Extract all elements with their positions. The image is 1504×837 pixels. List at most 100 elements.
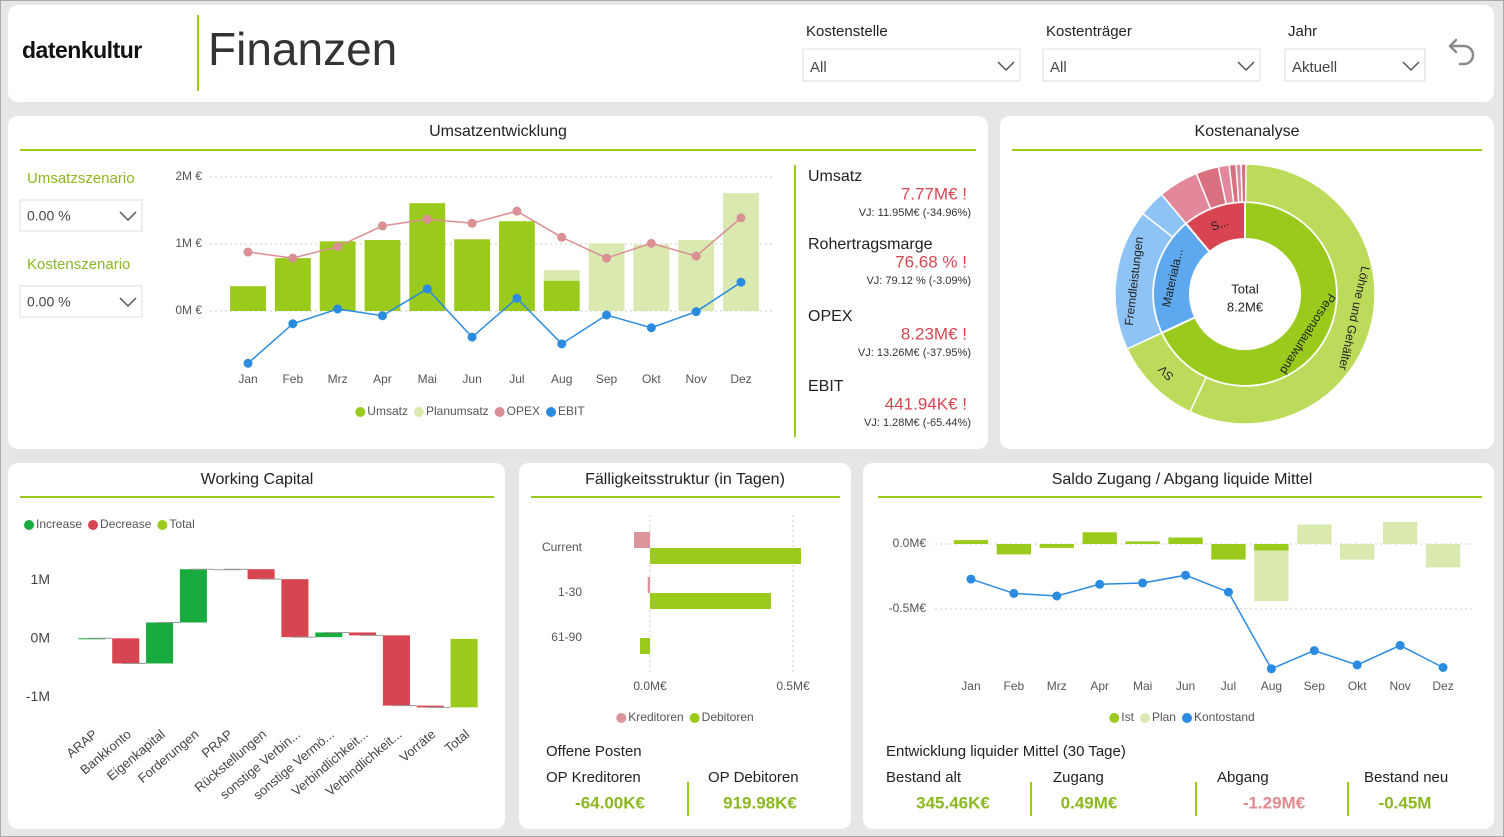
kpi-previous: VJ: 13.26M€ (-37.95%) xyxy=(858,347,971,359)
bar xyxy=(996,544,1032,555)
kpi-label: Rohertragsmarge xyxy=(808,236,933,253)
bar xyxy=(1340,544,1375,560)
point xyxy=(602,310,612,320)
filter-dropdown[interactable] xyxy=(1284,48,1426,82)
item-label: Zugang xyxy=(1053,769,1104,786)
bar xyxy=(315,632,343,638)
scenario-value: 0.00 % xyxy=(27,208,71,224)
bar xyxy=(543,280,580,311)
kpi-previous: VJ: 11.95M€ (-34.96%) xyxy=(859,207,971,219)
item-label: OP Kreditoren xyxy=(546,769,641,786)
point xyxy=(288,253,298,263)
legend-marker xyxy=(88,520,99,530)
scenario-value: 0.00 % xyxy=(27,294,71,310)
legend-marker xyxy=(494,407,505,417)
chevron xyxy=(1402,61,1420,72)
filter-label: Kostenträger xyxy=(1046,23,1132,40)
point xyxy=(1438,663,1448,672)
item-value: 345.46K€ xyxy=(916,793,990,812)
legend-marker xyxy=(546,407,557,417)
item-value: 919.98K€ xyxy=(723,793,797,812)
bar xyxy=(450,638,478,708)
x-tick-label: Nov xyxy=(1389,679,1410,693)
legend-label: Umsatz xyxy=(367,404,408,418)
y-tick-label: 1M xyxy=(31,571,50,587)
bar xyxy=(1168,537,1203,544)
legend-marker xyxy=(355,407,366,417)
x-tick-label: Sep xyxy=(596,372,618,386)
line xyxy=(247,281,742,364)
y-tick-label: 0M € xyxy=(175,303,202,317)
legend-marker xyxy=(616,713,627,723)
kpi-value: 76.68 % ! xyxy=(895,252,967,271)
x-tick-label: Dez xyxy=(730,372,751,386)
line xyxy=(970,574,1444,670)
legend-marker xyxy=(1109,713,1120,723)
point xyxy=(1223,587,1233,597)
bar xyxy=(1211,544,1246,560)
panel xyxy=(1000,116,1494,449)
chevron xyxy=(1237,61,1255,72)
kpi-label: OPEX xyxy=(808,308,853,325)
bar xyxy=(678,239,715,311)
page-title: Finanzen xyxy=(208,23,397,75)
x-tick-label: Okt xyxy=(642,372,661,386)
kpi-previous: VJ: 79.12 % (-3.09%) xyxy=(866,275,971,287)
filter-dropdown[interactable] xyxy=(1042,48,1261,82)
point xyxy=(646,238,656,248)
undo-button[interactable] xyxy=(1448,38,1475,66)
filter-value: Aktuell xyxy=(1292,59,1337,76)
bar xyxy=(319,241,356,311)
y-tick-label: 1M € xyxy=(175,236,202,250)
item-value: -64.00K€ xyxy=(575,793,645,812)
y-tick-label: -0.5M€ xyxy=(889,601,927,615)
point xyxy=(422,214,432,224)
x-tick-label: Jul xyxy=(1221,679,1236,693)
legend: Increase Decrease Total xyxy=(24,517,195,531)
legend: Umsatz Planumsatz OPEX EBIT xyxy=(355,404,585,418)
item-value: -1.29M€ xyxy=(1243,793,1306,812)
x-tick-label: 0.5M€ xyxy=(776,679,810,693)
scenario-dropdown[interactable] xyxy=(19,285,143,318)
legend-label: Planumsatz xyxy=(426,404,489,418)
chart-title: Kostenanalyse xyxy=(1195,123,1300,140)
x-tick-label: Apr xyxy=(1090,679,1109,693)
bar xyxy=(281,579,309,638)
bar xyxy=(650,548,802,564)
x-tick-label: Nov xyxy=(686,372,707,386)
bar xyxy=(953,540,989,544)
point xyxy=(512,293,522,303)
bar xyxy=(650,593,771,609)
bar xyxy=(1082,532,1117,544)
bar xyxy=(416,705,444,708)
center-label: Total xyxy=(1231,281,1259,296)
filter-label: Jahr xyxy=(1288,23,1317,40)
kpi-value: 8.23M€ ! xyxy=(901,324,967,343)
section-title: Offene Posten xyxy=(546,743,642,760)
x-tick-label: Mai xyxy=(418,372,437,386)
chart-title: Umsatzentwicklung xyxy=(429,123,567,140)
legend: Kreditoren Debitoren xyxy=(616,710,754,724)
logo: datenkultur xyxy=(22,37,142,63)
point xyxy=(557,339,567,349)
legend-label: EBIT xyxy=(558,404,585,418)
outer-segment xyxy=(1189,163,1376,425)
legend-marker xyxy=(157,520,168,530)
bar xyxy=(1297,524,1332,544)
scenario-dropdown[interactable] xyxy=(19,199,143,232)
bar xyxy=(247,569,275,580)
point xyxy=(243,247,253,257)
x-tick-label: 0.0M€ xyxy=(633,679,667,693)
x-tick-label: Apr xyxy=(373,372,392,386)
y-tick-label: 61-90 xyxy=(551,630,582,644)
x-tick-label: Jun xyxy=(462,372,481,386)
y-tick-label: 0.0M€ xyxy=(893,536,927,550)
x-tick-label: Mai xyxy=(1133,679,1152,693)
bar xyxy=(1039,544,1074,548)
legend-label: Kreditoren xyxy=(628,710,683,724)
item-label: Bestand alt xyxy=(886,769,962,786)
bar xyxy=(647,577,650,593)
bar xyxy=(112,638,140,664)
legend-marker xyxy=(413,407,424,417)
filter-dropdown[interactable] xyxy=(802,48,1021,82)
